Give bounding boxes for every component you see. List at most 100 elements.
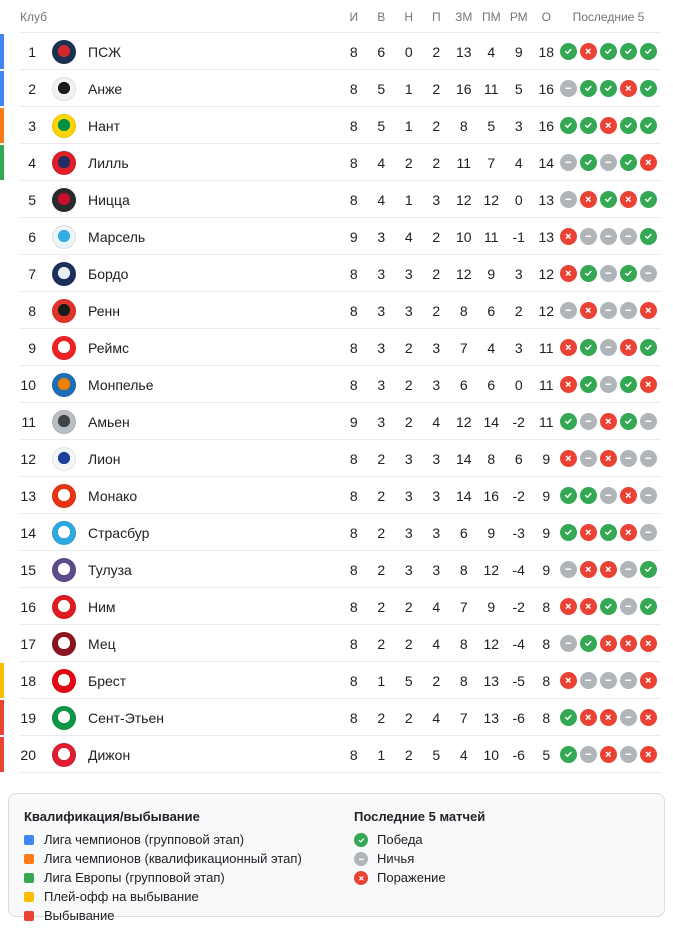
column-header-stat: И [349, 9, 359, 24]
rank-number: 2 [28, 80, 36, 97]
last5-results [560, 598, 657, 615]
loss-icon [600, 635, 617, 652]
win-icon [580, 376, 597, 393]
stat-value: 1 [404, 80, 413, 97]
club-name: ПСЖ [88, 43, 122, 60]
qualification-zone-bar [0, 663, 4, 698]
stat-value: 4 [377, 191, 386, 208]
table-row[interactable]: 3 Нант 8 5 1 2 8 5 3 16 [0, 107, 673, 144]
club-name: Ницца [88, 191, 130, 208]
stat-value: 9 [349, 413, 358, 430]
stat-value: 2 [404, 635, 413, 652]
stat-value: 6 [377, 43, 386, 60]
draw-icon [640, 413, 657, 430]
stat-value: 7 [459, 339, 468, 356]
table-row[interactable]: 14 Страсбур 8 2 3 3 6 9 -3 9 [0, 514, 673, 551]
stat-value: 4 [487, 339, 496, 356]
table-row[interactable]: 8 Ренн 8 3 3 2 8 6 2 12 [0, 292, 673, 329]
stat-value: 3 [432, 339, 441, 356]
stat-value: 12 [483, 191, 500, 208]
rank-number: 18 [20, 672, 36, 689]
stat-value: 10 [483, 746, 500, 763]
table-row[interactable]: 20 Дижон 8 1 2 5 4 10 -6 5 [0, 736, 673, 773]
table-row[interactable]: 18 Брест 8 1 5 2 8 13 -5 8 [0, 662, 673, 699]
table-row[interactable]: 10 Монпелье 8 3 2 3 6 6 0 11 [0, 366, 673, 403]
legend-last5: Последние 5 матчей Победа Ничья Поражение [354, 809, 648, 898]
stat-value: 14 [455, 450, 472, 467]
loss-icon [640, 672, 657, 689]
legend-item-uel_group: Лига Европы (групповой этап) [24, 870, 354, 886]
last5-results [560, 80, 657, 97]
stat-value: 4 [432, 709, 441, 726]
stat-value: 4 [459, 746, 468, 763]
stat-value: 8 [542, 672, 551, 689]
win-icon [620, 413, 637, 430]
qualification-zone-bar [0, 737, 4, 772]
draw-icon [620, 450, 637, 467]
draw-icon [620, 746, 637, 763]
table-row[interactable]: 2 Анже 8 5 1 2 16 11 5 16 [0, 70, 673, 107]
club-name: Реймс [88, 339, 129, 356]
stat-value: 9 [349, 228, 358, 245]
stat-value: 8 [349, 487, 358, 504]
stat-value: 0 [514, 191, 523, 208]
stat-value: 6 [487, 376, 496, 393]
draw-icon [560, 635, 577, 652]
table-row[interactable]: 17 Мец 8 2 2 4 8 12 -4 8 [0, 625, 673, 662]
table-row[interactable]: 16 Ним 8 2 2 4 7 9 -2 8 [0, 588, 673, 625]
club-name: Нант [88, 117, 121, 134]
loss-icon [560, 450, 577, 467]
table-row[interactable]: 4 Лилль 8 4 2 2 11 7 4 14 [0, 144, 673, 181]
table-row[interactable]: 5 Ницца 8 4 1 3 12 12 0 13 [0, 181, 673, 218]
table-row[interactable]: 15 Тулуза 8 2 3 3 8 12 -4 9 [0, 551, 673, 588]
stat-value: -3 [512, 524, 525, 541]
stat-value: 3 [377, 376, 386, 393]
last5-results [560, 635, 657, 652]
table-row[interactable]: 11 Амьен 9 3 2 4 12 14 -2 11 [0, 403, 673, 440]
stat-value: -4 [512, 561, 525, 578]
stat-value: 11 [483, 228, 499, 245]
club-name: Лион [88, 450, 121, 467]
stat-value: 12 [483, 561, 500, 578]
stat-value: 8 [349, 524, 358, 541]
legend-item-label: Поражение [377, 870, 446, 885]
stat-value: 9 [542, 487, 551, 504]
stat-value: 2 [404, 339, 413, 356]
stat-value: 6 [459, 376, 468, 393]
table-row[interactable]: 1 ПСЖ 8 6 0 2 13 4 9 18 [0, 33, 673, 70]
stat-value: 3 [432, 191, 441, 208]
club-logo [52, 39, 76, 64]
table-row[interactable]: 13 Монако 8 2 3 3 14 16 -2 9 [0, 477, 673, 514]
table-row[interactable]: 19 Сент-Этьен 8 2 2 4 7 13 -6 8 [0, 699, 673, 736]
table-row[interactable]: 6 Марсель 9 3 4 2 10 11 -1 13 [0, 218, 673, 255]
column-header-stat: ПМ [481, 9, 501, 24]
stat-value: 4 [487, 43, 496, 60]
qualification-zone-bar [0, 71, 4, 106]
stat-value: 8 [349, 450, 358, 467]
table-row[interactable]: 9 Реймс 8 3 2 3 7 4 3 11 [0, 329, 673, 366]
win-icon [600, 598, 617, 615]
win-icon [560, 413, 577, 430]
stat-value: 16 [538, 80, 555, 97]
stat-value: 16 [455, 80, 472, 97]
stat-value: -2 [512, 598, 525, 615]
loss-icon [580, 598, 597, 615]
stat-value: 9 [487, 265, 496, 282]
stat-value: 7 [487, 154, 496, 171]
stat-value: 7 [459, 709, 468, 726]
stat-value: 3 [377, 228, 386, 245]
loss-icon [600, 561, 617, 578]
table-row[interactable]: 7 Бордо 8 3 3 2 12 9 3 12 [0, 255, 673, 292]
loss-icon [600, 413, 617, 430]
loss-icon [560, 376, 577, 393]
win-icon [600, 524, 617, 541]
legend-item-result-l: Поражение [354, 870, 648, 886]
stat-value: 8 [349, 265, 358, 282]
column-header-club: Клуб [20, 9, 47, 24]
win-icon [580, 339, 597, 356]
stat-value: 13 [483, 709, 500, 726]
loss-icon [640, 635, 657, 652]
stat-value: -6 [512, 709, 525, 726]
rank-number: 7 [28, 265, 36, 282]
table-row[interactable]: 12 Лион 8 2 3 3 14 8 6 9 [0, 440, 673, 477]
